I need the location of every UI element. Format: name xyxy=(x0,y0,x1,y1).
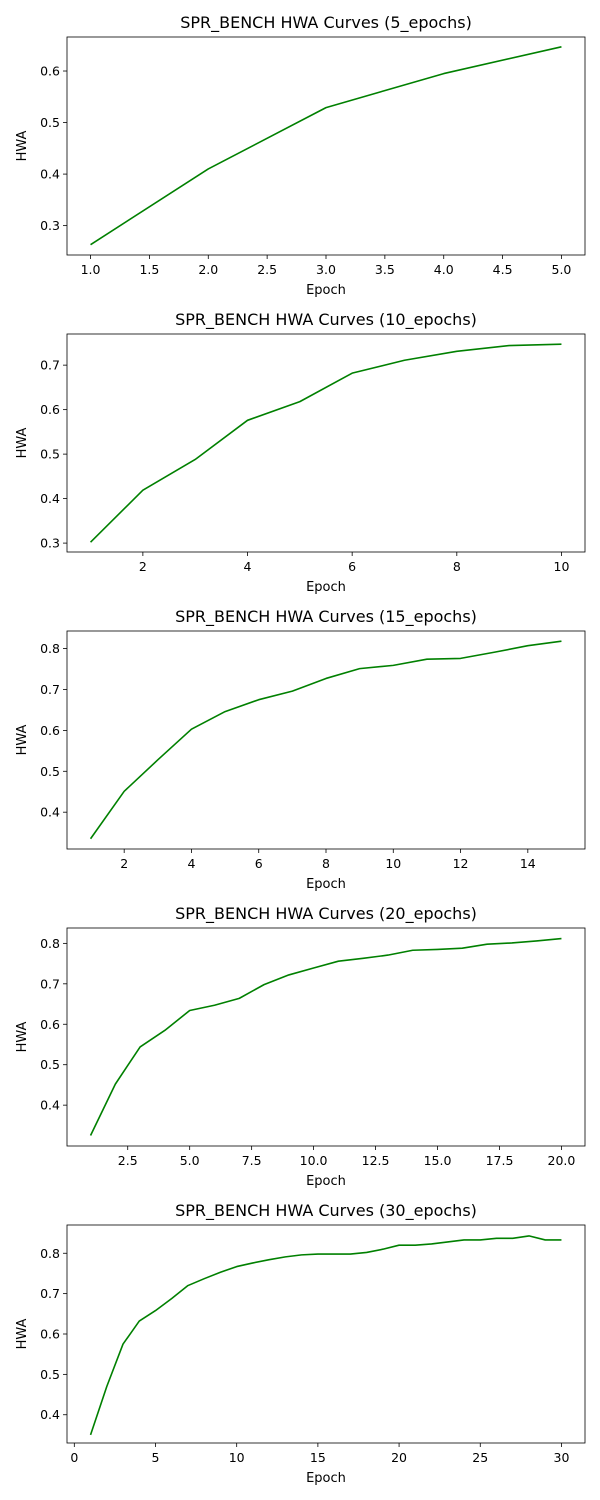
y-tick-label: 0.6 xyxy=(40,402,60,417)
y-tick-label: 0.7 xyxy=(40,682,60,697)
x-tick-label: 2.5 xyxy=(257,262,277,277)
x-tick-label: 10.0 xyxy=(300,1153,328,1168)
y-axis-label: HWA xyxy=(15,427,30,458)
x-tick-label: 2.0 xyxy=(198,262,218,277)
y-tick-label: 0.8 xyxy=(40,1246,60,1261)
y-tick-label: 0.4 xyxy=(40,167,60,182)
x-tick-label: 10 xyxy=(554,559,570,574)
y-axis-label: HWA xyxy=(15,130,30,161)
y-tick-label: 0.5 xyxy=(40,764,60,779)
x-tick-label: 4.0 xyxy=(434,262,454,277)
chart-panel: SPR_BENCH HWA Curves (15_epochs) 2 4 6 8 10 12… xyxy=(15,607,586,892)
x-tick-label: 25 xyxy=(472,1450,488,1465)
axes-frame xyxy=(66,36,586,256)
chart-title: SPR_BENCH HWA Curves (5_epochs) xyxy=(180,13,472,33)
x-tick-label: 5.0 xyxy=(552,262,572,277)
x-axis-label: Epoch xyxy=(306,1471,346,1486)
axes-frame xyxy=(66,927,586,1147)
y-tick-label: 0.5 xyxy=(40,1367,60,1382)
x-tick-label: 2.5 xyxy=(118,1153,138,1168)
y-tick-label: 0.6 xyxy=(40,1327,60,1342)
x-tick-label: 6 xyxy=(255,856,263,871)
x-tick-label: 14 xyxy=(520,856,536,871)
x-tick-label: 15 xyxy=(310,1450,326,1465)
x-tick-label: 1.5 xyxy=(139,262,159,277)
x-tick-label: 4 xyxy=(187,856,195,871)
y-axis-label: HWA xyxy=(15,1021,30,1052)
x-tick-label: 3.5 xyxy=(375,262,395,277)
chart-panel: SPR_BENCH HWA Curves (20_epochs) 2.5 5.0 7.… xyxy=(15,904,586,1189)
series-line xyxy=(90,46,562,246)
x-axis-label: Epoch xyxy=(306,580,346,595)
y-tick-label: 0.3 xyxy=(40,536,60,551)
x-tick-label: 17.5 xyxy=(486,1153,514,1168)
series-line xyxy=(89,937,562,1136)
x-tick-label: 1.0 xyxy=(81,262,101,277)
series-line xyxy=(89,1235,562,1436)
axes-frame xyxy=(66,630,586,850)
y-tick-label: 0.7 xyxy=(40,976,60,991)
chart-panel: SPR_BENCH HWA Curves (30_epochs) 0 5 10 15 20… xyxy=(15,1201,586,1486)
y-tick-label: 0.4 xyxy=(40,491,60,506)
y-tick-label: 0.6 xyxy=(40,1017,60,1032)
y-axis-label: HWA xyxy=(15,724,30,755)
y-axis-label: HWA xyxy=(15,1318,30,1349)
y-tick-label: 0.8 xyxy=(40,936,60,951)
x-tick-label: 12.5 xyxy=(362,1153,390,1168)
x-tick-label: 5 xyxy=(152,1450,160,1465)
chart-title: SPR_BENCH HWA Curves (30_epochs) xyxy=(175,1201,477,1221)
x-tick-label: 3.0 xyxy=(316,262,336,277)
chart-title: SPR_BENCH HWA Curves (15_epochs) xyxy=(175,607,477,627)
x-tick-label: 4.5 xyxy=(493,262,513,277)
x-tick-label: 8 xyxy=(453,559,461,574)
x-tick-label: 15.0 xyxy=(424,1153,452,1168)
x-axis-label: Epoch xyxy=(306,877,346,892)
axes-frame xyxy=(66,1224,586,1444)
x-tick-label: 4 xyxy=(244,559,252,574)
x-tick-label: 2 xyxy=(139,559,147,574)
y-tick-label: 0.4 xyxy=(40,805,60,820)
y-tick-label: 0.5 xyxy=(40,447,60,462)
y-tick-label: 0.8 xyxy=(40,641,60,656)
x-tick-label: 30 xyxy=(554,1450,570,1465)
x-tick-label: 20.0 xyxy=(548,1153,576,1168)
chart-panel: SPR_BENCH HWA Curves (5_epochs) 1.0 1.5 2.0… xyxy=(15,13,586,298)
x-axis-label: Epoch xyxy=(306,283,346,298)
y-tick-label: 0.7 xyxy=(40,1286,60,1301)
x-tick-label: 12 xyxy=(453,856,469,871)
series-line xyxy=(89,343,562,543)
x-tick-label: 7.5 xyxy=(242,1153,262,1168)
x-tick-label: 10 xyxy=(385,856,401,871)
y-tick-label: 0.6 xyxy=(40,723,60,738)
y-tick-label: 0.4 xyxy=(40,1407,60,1422)
chart-panel: SPR_BENCH HWA Curves (10_epochs) 2 4 6 8 10 0.… xyxy=(15,310,586,595)
y-tick-label: 0.5 xyxy=(40,1057,60,1072)
y-tick-label: 0.3 xyxy=(40,218,60,233)
x-tick-label: 2 xyxy=(120,856,128,871)
x-tick-label: 0 xyxy=(70,1450,78,1465)
y-tick-label: 0.4 xyxy=(40,1098,60,1113)
series-line xyxy=(89,640,562,840)
x-tick-label: 6 xyxy=(348,559,356,574)
chart-title: SPR_BENCH HWA Curves (20_epochs) xyxy=(175,904,477,924)
x-axis-label: Epoch xyxy=(306,1174,346,1189)
y-tick-label: 0.6 xyxy=(40,64,60,79)
x-tick-label: 20 xyxy=(391,1450,407,1465)
y-tick-label: 0.7 xyxy=(40,358,60,373)
y-tick-label: 0.5 xyxy=(40,115,60,130)
x-tick-label: 10 xyxy=(229,1450,245,1465)
axes-frame xyxy=(66,333,586,553)
x-tick-label: 8 xyxy=(322,856,330,871)
x-tick-label: 5.0 xyxy=(180,1153,200,1168)
chart-title: SPR_BENCH HWA Curves (10_epochs) xyxy=(175,310,477,330)
